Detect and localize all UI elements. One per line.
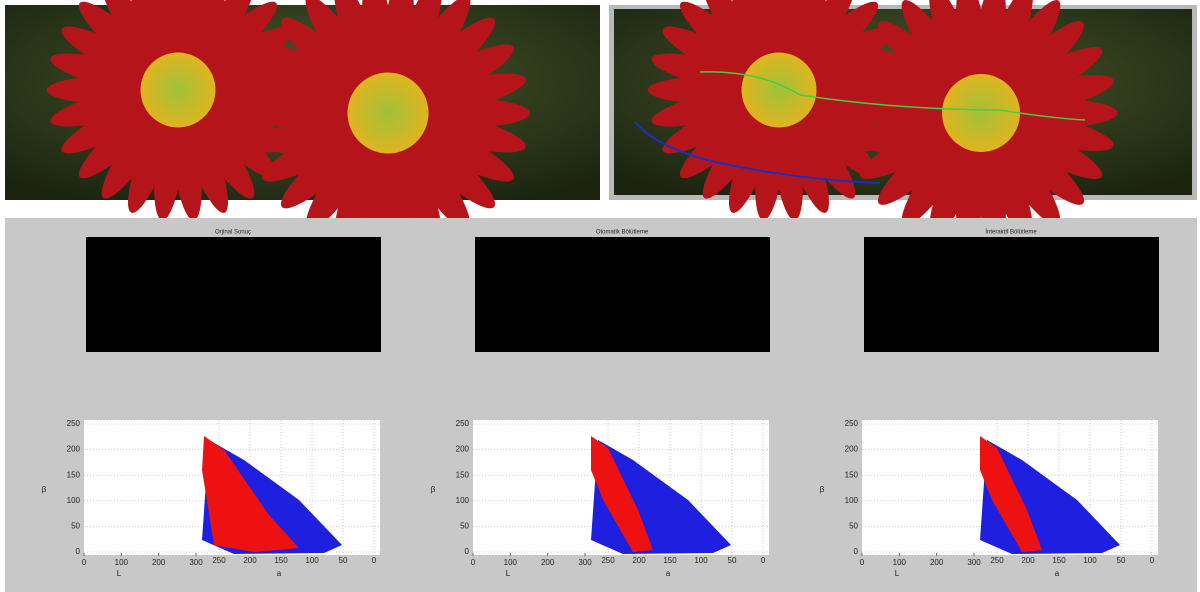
y-tick-label: 250 — [67, 419, 81, 428]
a-tick-label: 150 — [274, 556, 288, 565]
y-tick-label: 150 — [845, 470, 859, 479]
mask — [475, 237, 770, 352]
mask — [864, 237, 1159, 352]
y-axis-label: β — [820, 485, 825, 494]
a-tick-label: 50 — [1117, 556, 1126, 565]
a-tick-label: 100 — [305, 556, 319, 565]
x-tick-label: 300 — [967, 558, 981, 567]
x-tick-label: 300 — [578, 558, 592, 567]
y-axis-label: β — [431, 485, 436, 494]
a-axis-label: a — [277, 569, 282, 578]
a-tick-label: 100 — [694, 556, 708, 565]
a-axis-label: a — [1055, 569, 1060, 578]
x-tick-label: 0 — [82, 558, 87, 567]
x-axis-label: L — [895, 569, 900, 578]
y-tick-label: 250 — [456, 419, 470, 428]
y-tick-label: 50 — [849, 522, 858, 531]
a-tick-label: 0 — [1150, 556, 1155, 565]
a-tick-label: 0 — [372, 556, 377, 565]
y-tick-label: 100 — [456, 496, 470, 505]
a-tick-label: 0 — [761, 556, 766, 565]
y-tick-label: 150 — [67, 470, 81, 479]
a-tick-label: 150 — [663, 556, 677, 565]
a-tick-label: 100 — [1083, 556, 1097, 565]
y-tick-label: 200 — [67, 445, 81, 454]
a-axis-label: a — [666, 569, 671, 578]
panel-title: İnteraktif Bölütleme — [985, 229, 1037, 236]
x-tick-label: 200 — [152, 558, 166, 567]
y-tick-label: 0 — [854, 547, 859, 556]
y-tick-label: 150 — [456, 470, 470, 479]
x-tick-label: 0 — [471, 558, 476, 567]
x-tick-label: 0 — [860, 558, 865, 567]
a-tick-label: 200 — [632, 556, 646, 565]
a-tick-label: 200 — [1021, 556, 1035, 565]
y-tick-label: 200 — [456, 445, 470, 454]
a-tick-label: 250 — [601, 556, 615, 565]
y-tick-label: 100 — [845, 496, 859, 505]
y-tick-label: 100 — [67, 496, 81, 505]
x-tick-label: 200 — [930, 558, 944, 567]
flower-center — [348, 73, 429, 154]
flower-center — [742, 53, 817, 128]
x-tick-label: 200 — [541, 558, 555, 567]
flower-center — [141, 53, 216, 128]
y-tick-label: 250 — [845, 419, 859, 428]
a-tick-label: 250 — [990, 556, 1004, 565]
panel-title: Otomatik Bölütleme — [596, 230, 649, 236]
a-tick-label: 50 — [339, 556, 348, 565]
panel-title: Orjinal Sonuç — [215, 230, 251, 236]
a-tick-label: 200 — [243, 556, 257, 565]
a-tick-label: 50 — [728, 556, 737, 565]
x-tick-label: 100 — [504, 558, 518, 567]
x-tick-label: 100 — [893, 558, 907, 567]
y-tick-label: 0 — [465, 547, 470, 556]
flower-center — [942, 74, 1020, 152]
figure: Orjinal Sonuç 0 50 100 150 200 250 0 100 200 300 25… — [0, 0, 1200, 592]
x-tick-label: 100 — [115, 558, 129, 567]
y-axis-label: β — [42, 485, 47, 494]
y-tick-label: 0 — [76, 547, 81, 556]
y-tick-label: 50 — [71, 522, 80, 531]
y-tick-label: 50 — [460, 522, 469, 531]
x-axis-label: L — [506, 569, 511, 578]
x-tick-label: 300 — [189, 558, 203, 567]
a-tick-label: 150 — [1052, 556, 1066, 565]
mask — [86, 237, 381, 352]
y-tick-label: 200 — [845, 445, 859, 454]
a-tick-label: 250 — [212, 556, 226, 565]
x-axis-label: L — [117, 569, 122, 578]
